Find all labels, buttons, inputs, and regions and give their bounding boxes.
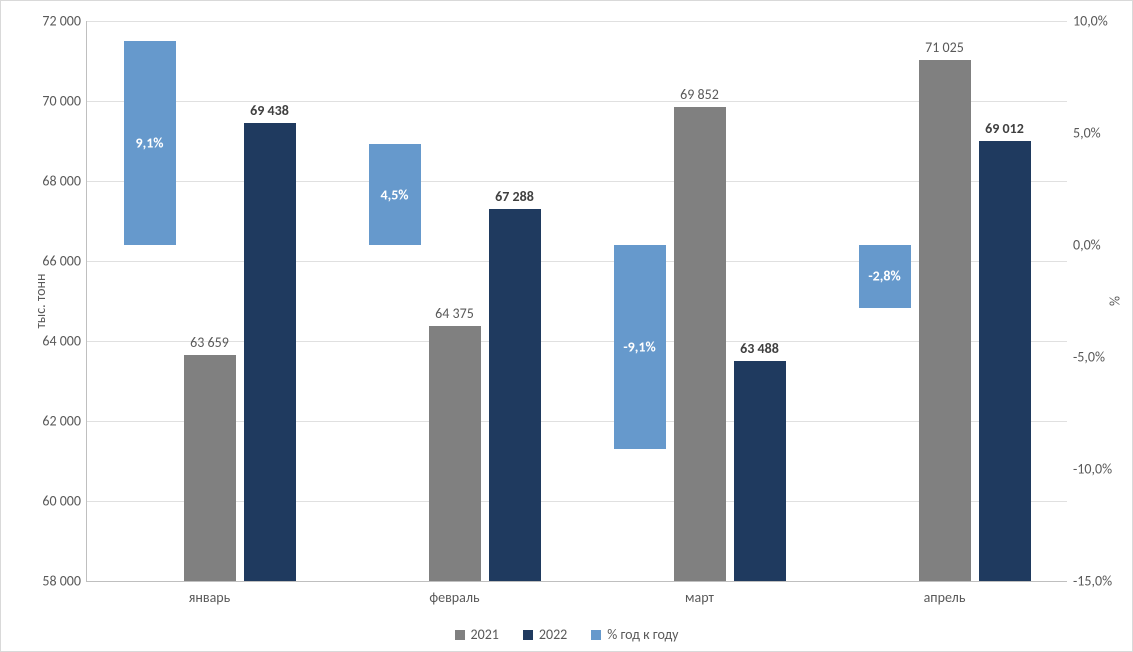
data-label-2021: 69 852 [680, 86, 719, 103]
legend-label-pct: % год к году [607, 626, 678, 643]
data-label-2022: 67 288 [495, 188, 534, 205]
legend-label-2022: 2022 [539, 626, 567, 643]
legend-item-2022: 2022 [523, 626, 567, 643]
legend-swatch-2022 [523, 630, 533, 640]
bar-2022 [489, 209, 541, 581]
pct-data-label: -9,1% [623, 338, 655, 355]
legend: 2021 2022 % год к году [455, 626, 679, 643]
bar-2021 [919, 60, 971, 581]
bar-2022 [244, 123, 296, 581]
data-label-2022: 69 438 [250, 102, 289, 119]
y-left-tick-label: 72 000 [42, 13, 81, 30]
y-left-tick-label: 66 000 [42, 253, 81, 270]
legend-item-pct: % год к году [591, 626, 678, 643]
gridline [87, 21, 1067, 22]
y-right-tick-label: 0,0% [1073, 237, 1101, 254]
bar-2021 [184, 355, 236, 581]
legend-swatch-2021 [455, 630, 465, 640]
y-right-tick-label: -15,0% [1073, 573, 1112, 590]
chart-container: тыс. тонн % 58 00060 00062 00064 00066 0… [0, 0, 1133, 652]
plot-area: 58 00060 00062 00064 00066 00068 00070 0… [86, 21, 1067, 582]
bar-2022 [979, 141, 1031, 581]
y-left-axis-title: тыс. тонн [32, 274, 49, 329]
y-left-tick-label: 68 000 [42, 173, 81, 190]
y-left-tick-label: 70 000 [42, 93, 81, 110]
bar-2022 [734, 361, 786, 581]
pct-data-label: -2,8% [868, 268, 900, 285]
y-right-tick-label: 10,0% [1073, 13, 1108, 30]
y-right-tick-label: -10,0% [1073, 461, 1112, 478]
legend-item-2021: 2021 [455, 626, 499, 643]
bar-2021 [429, 326, 481, 581]
y-left-tick-label: 58 000 [42, 573, 81, 590]
x-category-label: апрель [924, 589, 966, 606]
y-right-axis-title: % [1106, 296, 1123, 306]
y-left-tick-label: 60 000 [42, 493, 81, 510]
y-right-tick-label: -5,0% [1073, 349, 1105, 366]
data-label-2021: 71 025 [925, 39, 964, 56]
pct-data-label: 4,5% [380, 186, 408, 203]
data-label-2021: 64 375 [435, 305, 474, 322]
y-left-tick-label: 62 000 [42, 413, 81, 430]
x-category-label: февраль [429, 589, 479, 606]
data-label-2022: 69 012 [985, 120, 1024, 137]
pct-data-label: 9,1% [135, 135, 163, 152]
y-left-tick-label: 64 000 [42, 333, 81, 350]
data-label-2022: 63 488 [740, 340, 779, 357]
legend-swatch-pct [591, 630, 601, 640]
data-label-2021: 63 659 [190, 334, 229, 351]
legend-label-2021: 2021 [471, 626, 499, 643]
x-category-label: январь [189, 589, 230, 606]
bar-2021 [674, 107, 726, 581]
x-category-label: март [685, 589, 714, 606]
y-right-tick-label: 5,0% [1073, 125, 1101, 142]
